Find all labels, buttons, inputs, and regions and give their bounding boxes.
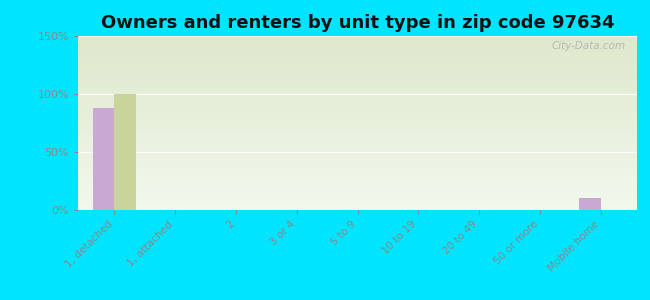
Title: Owners and renters by unit type in zip code 97634: Owners and renters by unit type in zip c… [101, 14, 614, 32]
Bar [93, 108, 114, 210]
Text: City-Data.com: City-Data.com [552, 41, 626, 51]
Bar [579, 198, 601, 210]
Bar [114, 94, 136, 210]
